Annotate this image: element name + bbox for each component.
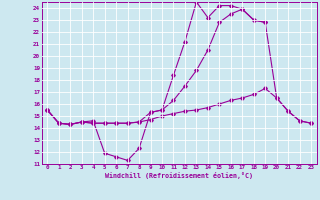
X-axis label: Windchill (Refroidissement éolien,°C): Windchill (Refroidissement éolien,°C): [105, 172, 253, 179]
